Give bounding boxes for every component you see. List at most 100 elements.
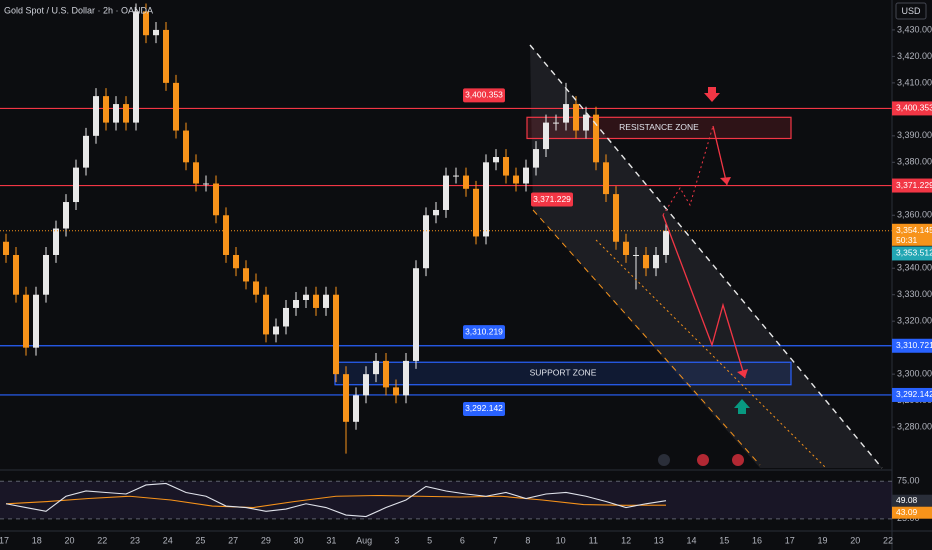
price-tag: 3,310.219	[465, 326, 503, 336]
y-tick-label: 3,340.000	[897, 263, 932, 273]
candle-body	[123, 104, 129, 123]
candle-body	[393, 387, 399, 396]
candle-body	[373, 360, 379, 375]
y-tick-label: 3,280.000	[897, 421, 932, 431]
candle-body	[43, 254, 49, 295]
candle-body	[313, 294, 319, 308]
candle-body	[53, 228, 59, 255]
x-tick-label: 25	[195, 535, 205, 545]
price-tag: 3,371.229	[533, 194, 571, 204]
x-tick-label: 5	[427, 535, 432, 545]
candle-body	[293, 300, 299, 308]
candle-body	[513, 175, 519, 184]
x-tick-label: 29	[261, 535, 271, 545]
event-icon[interactable]	[658, 454, 670, 466]
countdown: 50:31	[896, 235, 918, 245]
candle-body	[543, 122, 549, 150]
axis-tag-bg	[892, 101, 932, 116]
rsi-signal	[5, 494, 667, 509]
event-icon[interactable]	[732, 454, 744, 466]
drawings	[529, 44, 883, 469]
arrow-head	[720, 177, 731, 185]
candle-body	[253, 281, 259, 295]
candle-body	[423, 215, 429, 269]
axis-tag-bg	[892, 338, 932, 353]
channel-bottom	[532, 209, 761, 466]
x-tick-label: 3	[394, 535, 399, 545]
candle-body	[473, 188, 479, 237]
rsi-line	[5, 482, 667, 518]
projection-drop	[712, 125, 728, 186]
axis-tag: 49.08	[896, 495, 918, 505]
x-tick-label: 8	[525, 535, 530, 545]
arrow-head	[737, 369, 748, 378]
x-tick-label: 18	[32, 535, 42, 545]
axis-tag: 3,292.142	[896, 389, 932, 399]
candle-body	[413, 268, 419, 361]
x-tick-label: 22	[883, 535, 893, 545]
candle-body	[233, 254, 239, 269]
candle-body	[583, 114, 589, 131]
axis-tag: 3,353.512	[896, 248, 932, 258]
axis-tag: 3,354.145	[896, 225, 932, 235]
x-tick-label: 31	[326, 535, 336, 545]
y-tick-label: 3,390.000	[897, 130, 932, 140]
candle-body	[143, 11, 149, 36]
candle-body	[343, 374, 349, 422]
candle-body	[113, 104, 119, 123]
candle-body	[193, 162, 199, 184]
candle-body	[103, 96, 109, 123]
currency[interactable]: USD	[901, 6, 921, 16]
x-tick-label: 27	[228, 535, 238, 545]
candle-body	[443, 175, 449, 210]
candle-body	[453, 175, 459, 177]
price-tag: 3,292.142	[465, 403, 503, 413]
x-tick-label: 12	[621, 535, 631, 545]
candle-body	[663, 230, 669, 255]
x-tick-label: 20	[850, 535, 860, 545]
axis-tag-bg	[892, 246, 932, 261]
candle-body	[563, 104, 569, 123]
y-tick-label: 3,320.000	[897, 316, 932, 326]
candle-body	[403, 360, 409, 396]
y-tick-label: 3,300.000	[897, 369, 932, 379]
candle-body	[153, 29, 159, 36]
axis-tag-bg	[892, 223, 932, 246]
candle-body	[63, 202, 69, 229]
channel-mid	[595, 239, 827, 469]
axis-tag-bg	[892, 494, 932, 507]
candle-body	[383, 360, 389, 388]
x-tick-label: 10	[556, 535, 566, 545]
x-tick-label: 22	[97, 535, 107, 545]
axis-tag: 43.09	[896, 507, 918, 517]
axis-tag-bg	[892, 387, 932, 402]
y-tick-label: 3,430.000	[897, 24, 932, 34]
candle-body	[433, 209, 439, 216]
event-icon[interactable]	[697, 454, 709, 466]
projection-down	[662, 214, 746, 379]
x-tick-label: 19	[818, 535, 828, 545]
candle-body	[163, 29, 169, 83]
x-tick-label: 15	[719, 535, 729, 545]
down-arrow	[704, 87, 720, 102]
candle-body	[263, 294, 269, 335]
x-tick-label: 17	[785, 535, 795, 545]
candle-body	[633, 254, 639, 256]
price-tag: 3,400.353	[465, 90, 503, 100]
axis-tag: 3,310.721	[896, 340, 932, 350]
y-tick-label: 3,330.000	[897, 289, 932, 299]
zone-label: RESISTANCE ZONE	[619, 122, 699, 132]
x-tick-label: 20	[64, 535, 74, 545]
candle-body	[93, 96, 99, 136]
title: Gold Spot / U.S. Dollar · 2h · OANDA	[4, 5, 153, 15]
x-tick-label: 14	[687, 535, 697, 545]
currency-box	[895, 2, 927, 20]
candle-body	[363, 374, 369, 396]
x-tick-label: 24	[163, 535, 173, 545]
candle-body	[553, 122, 559, 124]
candle-body	[483, 162, 489, 237]
candle-body	[133, 11, 139, 123]
plot-area	[0, 3, 892, 468]
up-arrow	[734, 399, 750, 414]
